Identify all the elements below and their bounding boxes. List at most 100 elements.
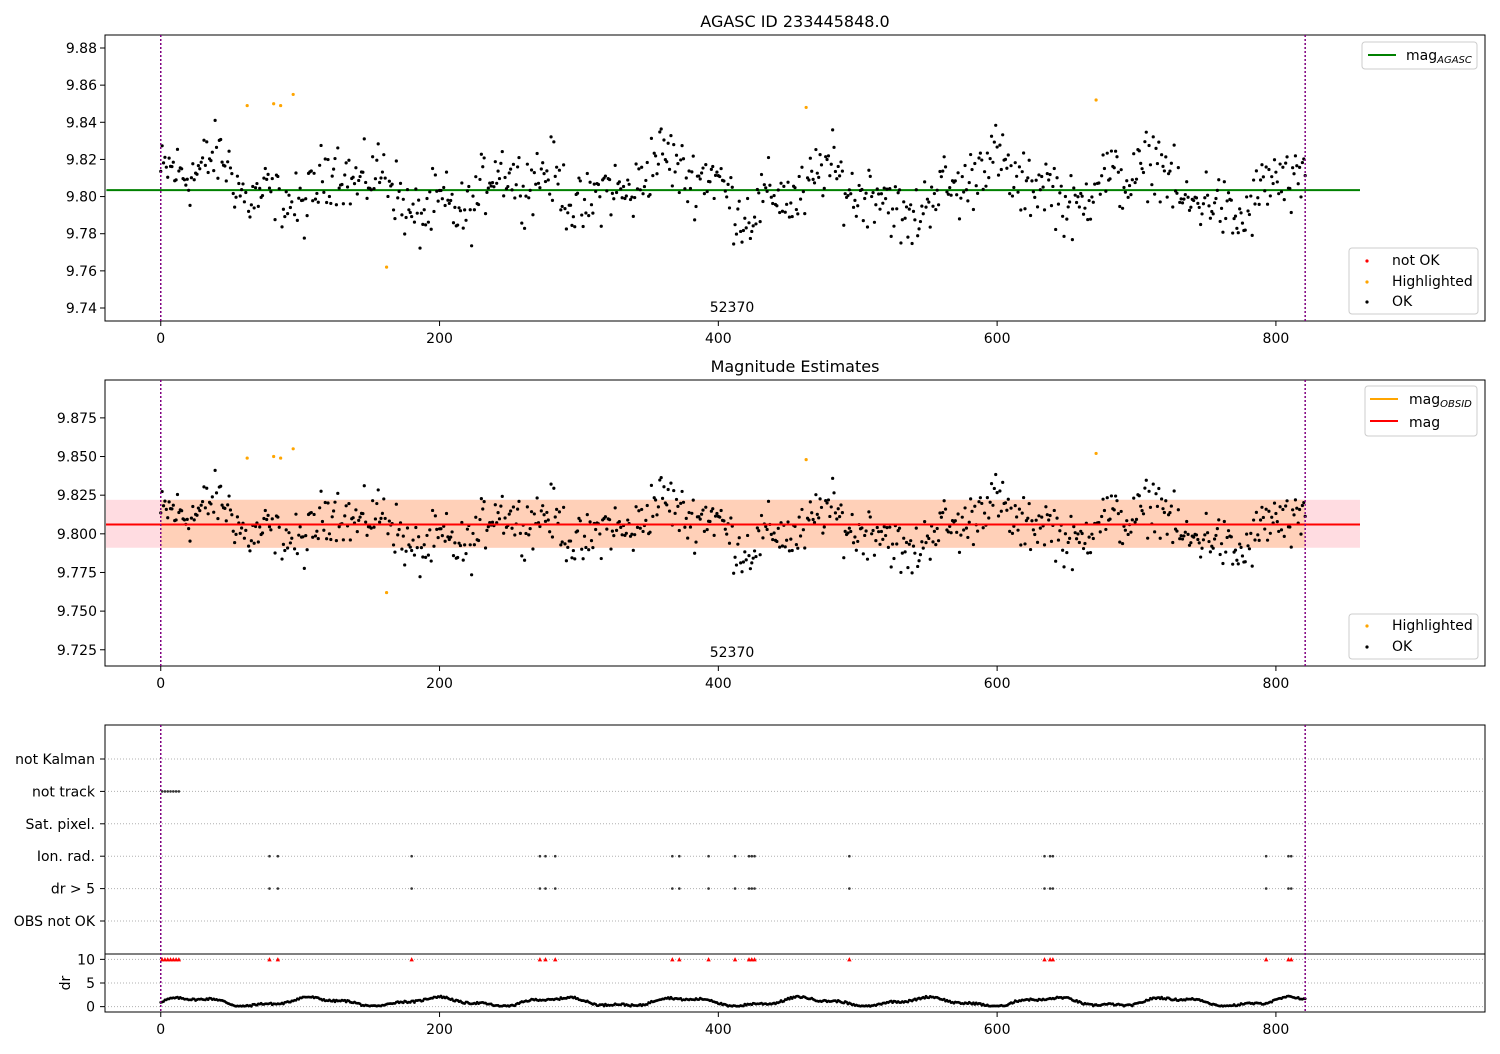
ok-point: [1160, 497, 1164, 501]
ok-point: [513, 533, 517, 537]
ok-point: [1033, 195, 1037, 199]
ok-point: [334, 203, 338, 207]
ok-point: [160, 144, 164, 148]
ok-point: [817, 175, 821, 179]
ok-point: [713, 173, 718, 177]
ok-point: [722, 519, 726, 523]
ok-point: [1076, 195, 1080, 199]
ok-point: [301, 535, 305, 539]
ok-point: [1291, 508, 1295, 512]
ok-point: [426, 553, 430, 557]
ok-point: [364, 520, 368, 524]
ok-point: [815, 171, 819, 175]
ok-point: [989, 134, 994, 138]
ok-point: [412, 553, 417, 557]
ok-point: [401, 534, 405, 538]
ok-point: [691, 498, 695, 502]
ok-point: [216, 176, 220, 180]
dr-axis-label: dr: [58, 975, 74, 990]
ok-point: [403, 563, 407, 567]
ok-point: [205, 486, 209, 490]
ok-point: [617, 519, 621, 524]
ok-point: [262, 516, 266, 521]
ok-point: [1126, 195, 1130, 199]
ok-point: [693, 551, 697, 555]
ok-point: [1010, 194, 1015, 198]
ok-point: [552, 140, 556, 144]
dr-high-marker: [1042, 957, 1047, 962]
ok-point: [1072, 186, 1076, 190]
y-tick-label: 9.775: [57, 565, 97, 581]
ok-point: [1235, 226, 1239, 230]
ok-point: [439, 188, 443, 193]
ok-point: [235, 515, 240, 519]
ok-point: [497, 176, 502, 181]
ok-point: [288, 541, 292, 545]
ok-point: [701, 166, 705, 170]
ok-point: [509, 509, 513, 513]
ok-point: [518, 531, 522, 535]
ok-point: [1070, 568, 1074, 572]
ok-point: [529, 168, 534, 172]
panel-agasc: AGASC ID 233445848.0 9.749.769.789.809.8…: [66, 12, 1486, 347]
ok-point: [1275, 520, 1279, 524]
ok-point: [408, 210, 412, 215]
ok-point: [528, 188, 532, 192]
highlighted-point: [272, 454, 276, 459]
ok-point: [808, 500, 812, 504]
ok-point: [938, 511, 942, 515]
ok-point: [1016, 190, 1020, 194]
flag-point: [707, 854, 710, 858]
ok-point: [564, 227, 568, 231]
ok-point: [483, 211, 488, 216]
ok-point: [704, 163, 708, 167]
flag-point: [733, 854, 737, 858]
ok-point: [853, 535, 857, 539]
ok-point: [680, 144, 684, 148]
ok-point: [971, 542, 976, 547]
ok-point: [800, 507, 804, 512]
ok-point: [518, 194, 522, 198]
ok-point: [592, 182, 596, 186]
ok-point: [332, 167, 336, 171]
ok-point: [383, 516, 387, 521]
legend-point-label: OK: [1392, 294, 1413, 310]
ok-point: [691, 154, 695, 158]
ok-point: [867, 168, 871, 172]
ok-point: [673, 170, 677, 174]
ok-point: [262, 176, 266, 180]
ok-point: [942, 155, 946, 159]
ok-point: [886, 545, 890, 550]
ok-point: [688, 186, 693, 191]
ok-point: [1278, 505, 1282, 509]
ok-point: [313, 534, 318, 538]
ok-point: [1003, 157, 1008, 161]
ok-point: [535, 151, 539, 156]
ok-point: [495, 181, 499, 185]
ok-point: [1016, 528, 1020, 532]
y-tick-label: 9.825: [57, 488, 97, 504]
ok-point: [732, 571, 736, 575]
ok-point: [771, 537, 775, 542]
ok-point: [793, 524, 797, 529]
ok-point: [1031, 190, 1035, 194]
ok-point: [1281, 507, 1285, 512]
ok-point: [333, 156, 337, 161]
ok-point: [1187, 208, 1192, 212]
ok-point: [672, 143, 676, 147]
ok-point: [832, 145, 836, 149]
ok-point: [687, 510, 691, 515]
ok-point: [177, 169, 181, 173]
ok-point: [856, 204, 860, 208]
ok-point: [1272, 501, 1277, 505]
ok-point: [435, 527, 439, 532]
ok-point: [1221, 230, 1225, 234]
ok-point: [543, 519, 548, 523]
ok-point: [978, 151, 982, 155]
ok-point: [946, 192, 950, 196]
panel1-title: AGASC ID 233445848.0: [700, 12, 889, 31]
ok-point: [248, 549, 252, 553]
ok-point: [1052, 166, 1056, 171]
ok-point: [1069, 174, 1073, 178]
ok-point: [581, 557, 585, 561]
